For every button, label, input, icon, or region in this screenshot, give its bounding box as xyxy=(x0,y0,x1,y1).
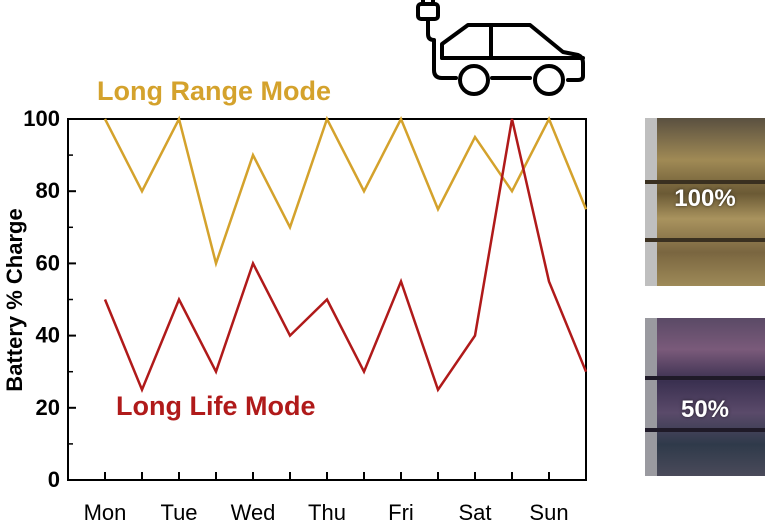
battery-photo-half: 50% xyxy=(645,318,765,476)
y-tick-label: 60 xyxy=(36,250,60,275)
y-tick-label: 80 xyxy=(36,178,60,203)
y-tick-label: 0 xyxy=(48,467,60,492)
x-tick-label: Thu xyxy=(308,500,346,525)
photo-label-half: 50% xyxy=(680,396,730,423)
x-tick-label: Sat xyxy=(458,500,491,525)
x-tick-label: Sun xyxy=(529,500,568,525)
y-tick-label: 100 xyxy=(23,106,60,131)
series-layer xyxy=(103,115,588,394)
x-tick-label: Mon xyxy=(84,500,127,525)
y-axis-title: Battery % Charge xyxy=(2,208,27,391)
y-tick-label: 40 xyxy=(36,323,60,348)
series-label-long-life: Long Life Mode xyxy=(116,391,315,421)
battery-chart: 0 20 40 60 80 100 Mon Tue Wed Thu Fri Sat Sun Batte… xyxy=(2,0,588,525)
photo-label-full: 100% xyxy=(674,185,736,212)
y-axis: 0 20 40 60 80 100 xyxy=(23,106,76,492)
electric-car-icon xyxy=(416,0,585,96)
battery-photo-full: 100% xyxy=(645,118,765,286)
x-tick-label: Fri xyxy=(388,500,414,525)
x-axis: Mon Tue Wed Thu Fri Sat Sun xyxy=(84,472,587,525)
series-line-0 xyxy=(103,115,588,268)
x-tick-label: Wed xyxy=(231,500,276,525)
x-tick-label: Tue xyxy=(160,500,197,525)
y-tick-label: 20 xyxy=(36,395,60,420)
series-line-1 xyxy=(103,118,588,394)
series-label-long-range: Long Range Mode xyxy=(97,76,331,106)
